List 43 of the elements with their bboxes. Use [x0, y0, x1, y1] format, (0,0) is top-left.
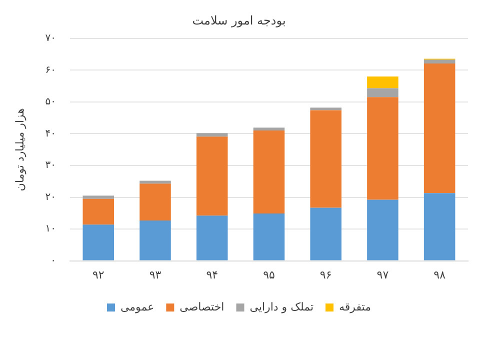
bar: [367, 200, 398, 260]
bar: [82, 198, 114, 225]
y-tick-label: ۵۰: [45, 96, 56, 108]
bar: [310, 108, 342, 110]
bar: [140, 180, 171, 184]
x-tick-label: ۹۴: [206, 268, 218, 282]
y-tick-label: ۷۰: [45, 32, 56, 44]
y-axis-title: هزار میلیارد تومان: [13, 108, 26, 192]
bar: [424, 60, 456, 64]
bar: [310, 110, 342, 208]
y-tick-label: ۳۰: [45, 160, 56, 172]
y-tick-label: ۰: [50, 255, 56, 266]
bar: [140, 220, 171, 260]
bar: [367, 97, 398, 200]
x-tick-label: ۹۶: [320, 268, 332, 282]
bar: [140, 184, 171, 220]
bar: [196, 216, 228, 260]
bar: [253, 130, 285, 214]
bar: [82, 196, 114, 199]
x-tick-label: ۹۸: [434, 268, 446, 282]
y-tick-label: ۲۰: [45, 192, 56, 203]
legend-label: اختصاصی: [180, 300, 224, 314]
legend-label: تملک و دارایی: [250, 300, 314, 314]
legend-label: متفرقه: [339, 300, 372, 314]
bar: [196, 133, 228, 137]
bar: [367, 76, 398, 88]
x-tick-label: ۹۷: [376, 268, 389, 282]
bar: [253, 213, 285, 260]
y-tick-label: ۴۰: [45, 128, 56, 140]
x-tick-label: ۹۵: [263, 268, 275, 282]
chart-title: بودجه امور سلامت: [192, 13, 286, 28]
bar: [367, 88, 398, 98]
bar: [82, 224, 114, 260]
bar: [253, 128, 285, 131]
bar: [310, 208, 342, 260]
legend-label: عمومی: [120, 300, 154, 314]
bar: [196, 136, 228, 216]
y-tick-label: ۶۰: [45, 64, 56, 76]
x-tick-label: ۹۳: [149, 268, 162, 282]
bar: [424, 64, 456, 194]
x-tick-label: ۹۲: [92, 268, 104, 282]
y-tick-label: ۱۰: [45, 224, 56, 235]
bar: [424, 193, 456, 260]
